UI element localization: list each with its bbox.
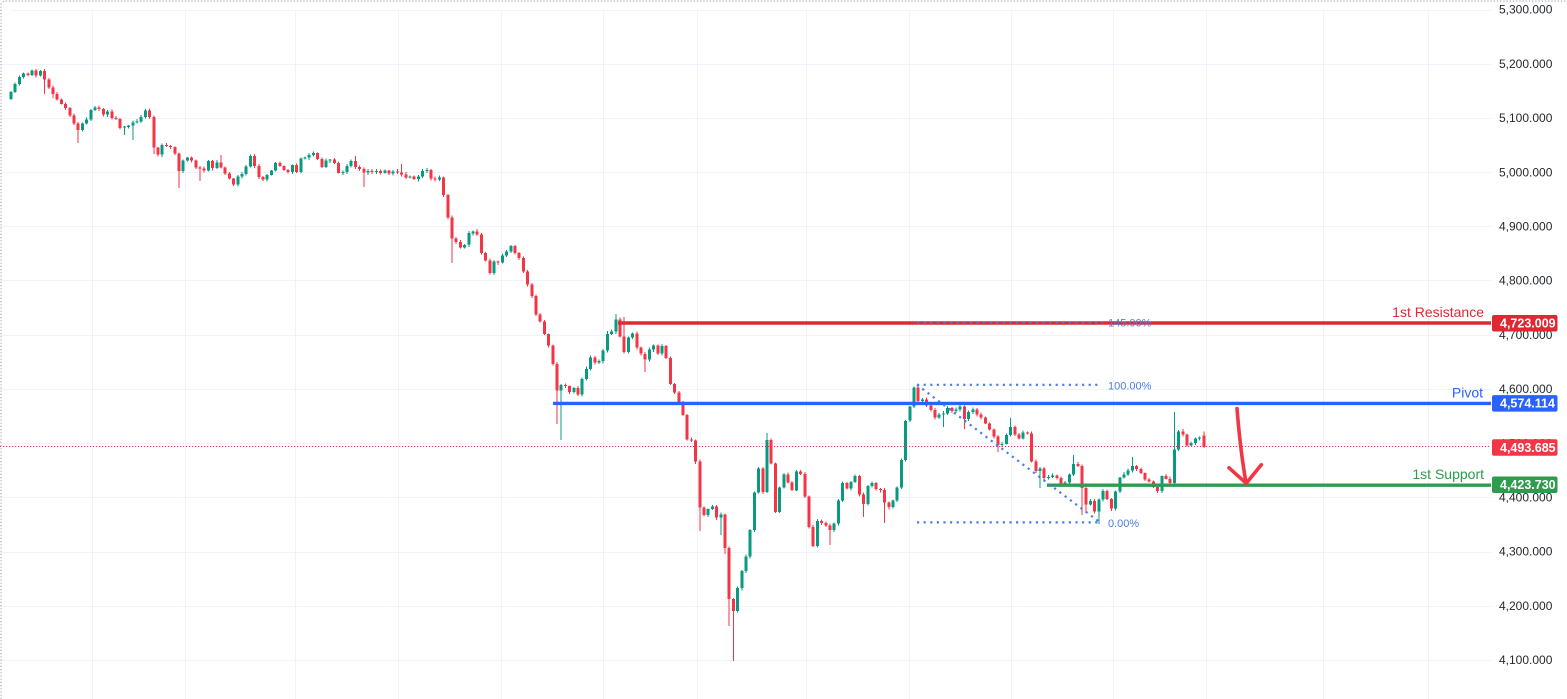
svg-text:145.00%: 145.00% <box>1108 318 1152 330</box>
svg-text:4,574.114: 4,574.114 <box>1500 397 1555 411</box>
svg-text:5,100.000: 5,100.000 <box>1499 111 1553 125</box>
svg-text:4,100.000: 4,100.000 <box>1499 653 1553 667</box>
svg-text:4,300.000: 4,300.000 <box>1499 545 1553 559</box>
svg-text:4,723.009: 4,723.009 <box>1500 317 1556 331</box>
svg-text:4,200.000: 4,200.000 <box>1499 599 1553 613</box>
svg-text:4,800.000: 4,800.000 <box>1499 274 1553 288</box>
svg-text:5,300.000: 5,300.000 <box>1499 3 1553 17</box>
svg-text:Pivot: Pivot <box>1452 385 1483 401</box>
svg-text:4,600.000: 4,600.000 <box>1499 382 1553 396</box>
svg-text:1st Resistance: 1st Resistance <box>1392 304 1484 320</box>
svg-text:5,200.000: 5,200.000 <box>1499 57 1553 71</box>
svg-text:4,423.730: 4,423.730 <box>1500 478 1556 492</box>
svg-text:0.00%: 0.00% <box>1108 518 1139 530</box>
svg-text:1st Support: 1st Support <box>1412 466 1484 482</box>
svg-text:5,000.000: 5,000.000 <box>1499 165 1553 179</box>
svg-text:4,400.000: 4,400.000 <box>1499 491 1553 505</box>
svg-text:100.00%: 100.00% <box>1108 380 1152 392</box>
svg-text:4,493.685: 4,493.685 <box>1500 441 1556 455</box>
svg-text:4,900.000: 4,900.000 <box>1499 220 1553 234</box>
